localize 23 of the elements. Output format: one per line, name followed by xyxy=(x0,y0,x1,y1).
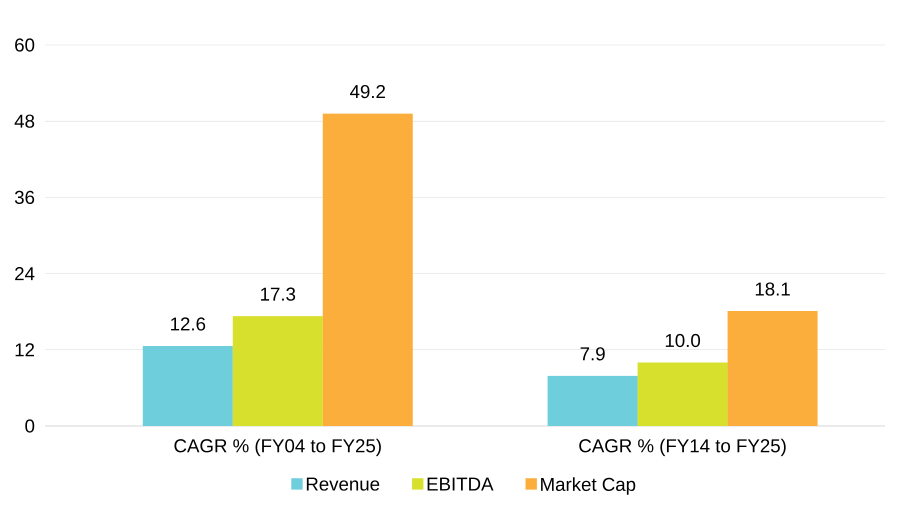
data-label: 17.3 xyxy=(261,288,296,301)
y-tick-label: 24 xyxy=(15,267,34,280)
data-label: 18.1 xyxy=(756,282,790,296)
bar xyxy=(142,346,233,426)
y-tick-label: 36 xyxy=(14,190,34,204)
data-label: 12.6 xyxy=(171,317,206,331)
y-tick-label: 60 xyxy=(15,38,34,52)
bar xyxy=(728,311,818,426)
data-label: 49.2 xyxy=(350,84,385,98)
bar xyxy=(322,114,413,426)
bar xyxy=(548,376,638,426)
data-label: 10.0 xyxy=(666,334,700,348)
bar xyxy=(638,362,728,426)
legend-label: Revenue xyxy=(306,478,380,491)
x-tick-label: CAGR % (FY04 to FY25) xyxy=(174,438,381,456)
legend-label: EBITDA xyxy=(428,478,494,490)
y-tick-label: 48 xyxy=(14,114,34,128)
y-tick-label: 0 xyxy=(25,419,34,433)
x-tick-label: CAGR % (FY14 to FY25) xyxy=(579,438,786,456)
bar xyxy=(232,316,323,426)
data-label: 7.9 xyxy=(580,347,605,360)
legend-label: Market Cap xyxy=(541,477,636,495)
y-tick-label: 12 xyxy=(16,343,34,356)
